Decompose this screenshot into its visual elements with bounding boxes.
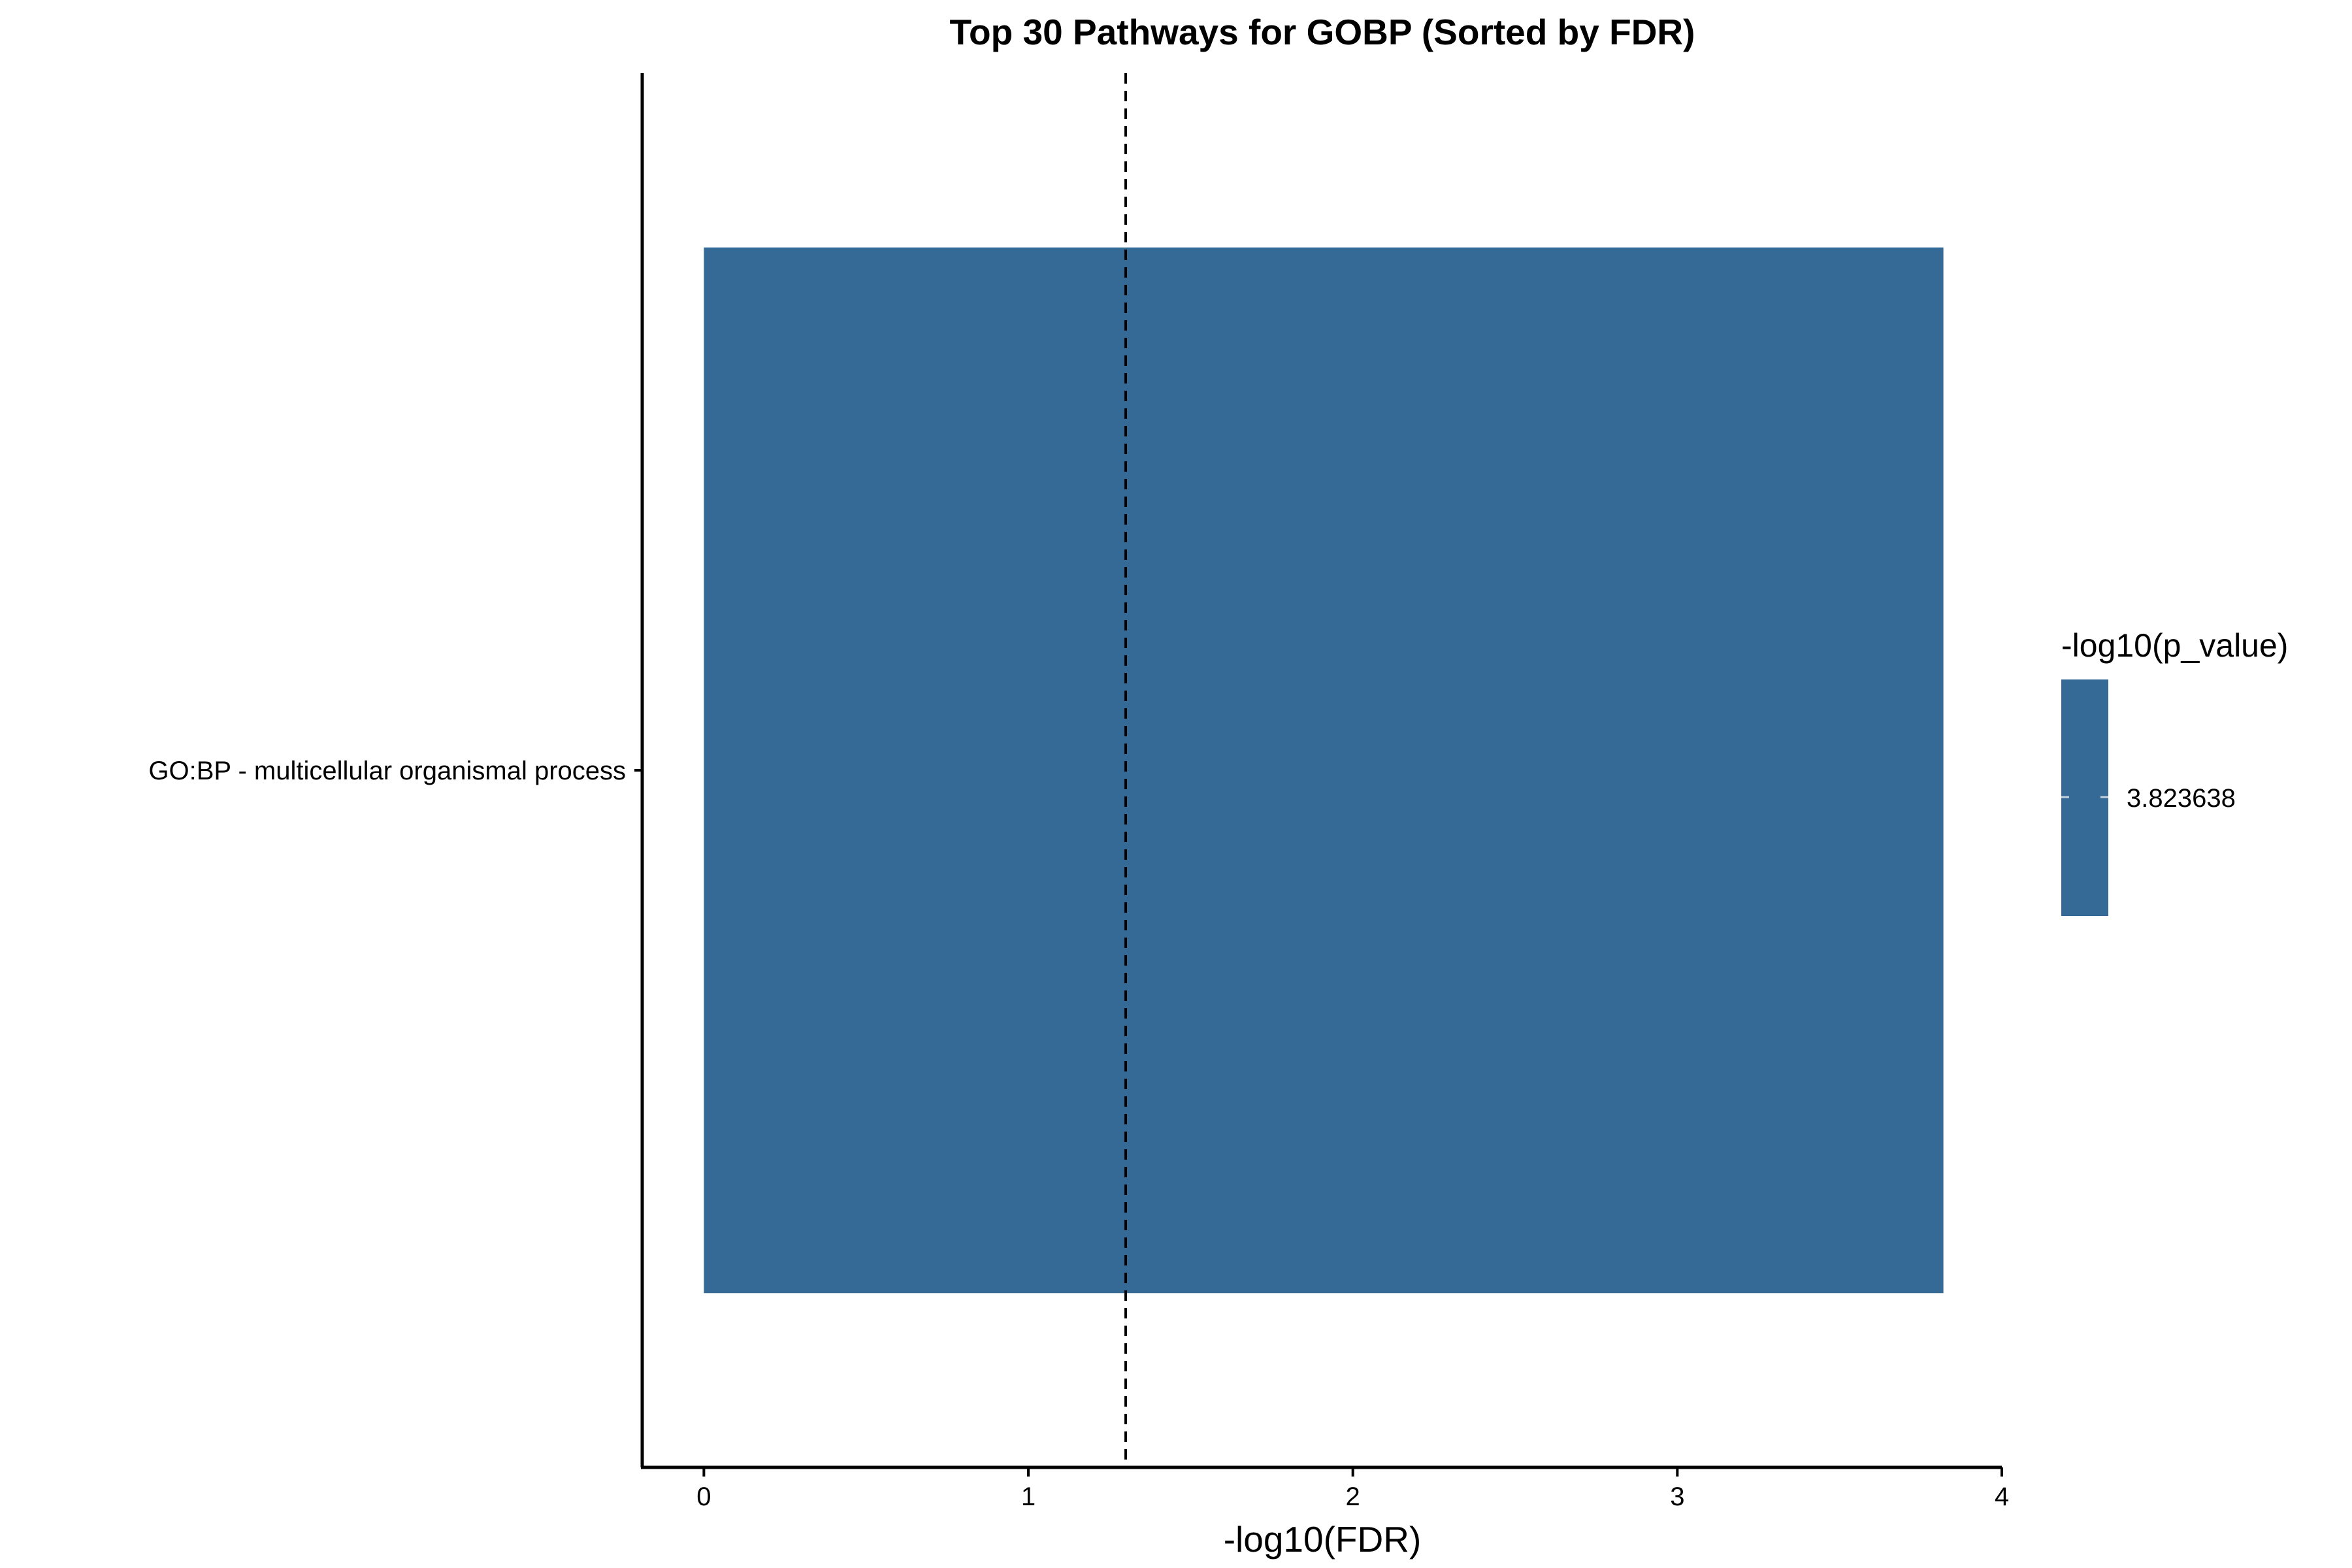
- plot-area: [704, 73, 1944, 1467]
- y-tick-label: GO:BP - multicellular organismal process: [148, 757, 626, 785]
- x-tick-label: 4: [1995, 1482, 2009, 1511]
- legend-title: -log10(p_value): [2061, 627, 2288, 664]
- legend: -log10(p_value) 3.823638: [2061, 627, 2288, 916]
- x-tick-label: 1: [1021, 1482, 1036, 1511]
- x-tick-label: 0: [696, 1482, 711, 1511]
- y-axis-ticks: GO:BP - multicellular organismal process: [148, 757, 642, 785]
- x-tick-label: 2: [1346, 1482, 1360, 1511]
- chart-title: Top 30 Pathways for GOBP (Sorted by FDR): [950, 12, 1695, 52]
- bar: [704, 247, 1944, 1294]
- x-axis-ticks: 0 1 2 3 4: [696, 1467, 2009, 1511]
- x-tick-label: 3: [1670, 1482, 1684, 1511]
- legend-label: 3.823638: [2127, 784, 2236, 813]
- x-axis-title: -log10(FDR): [1224, 1519, 1422, 1560]
